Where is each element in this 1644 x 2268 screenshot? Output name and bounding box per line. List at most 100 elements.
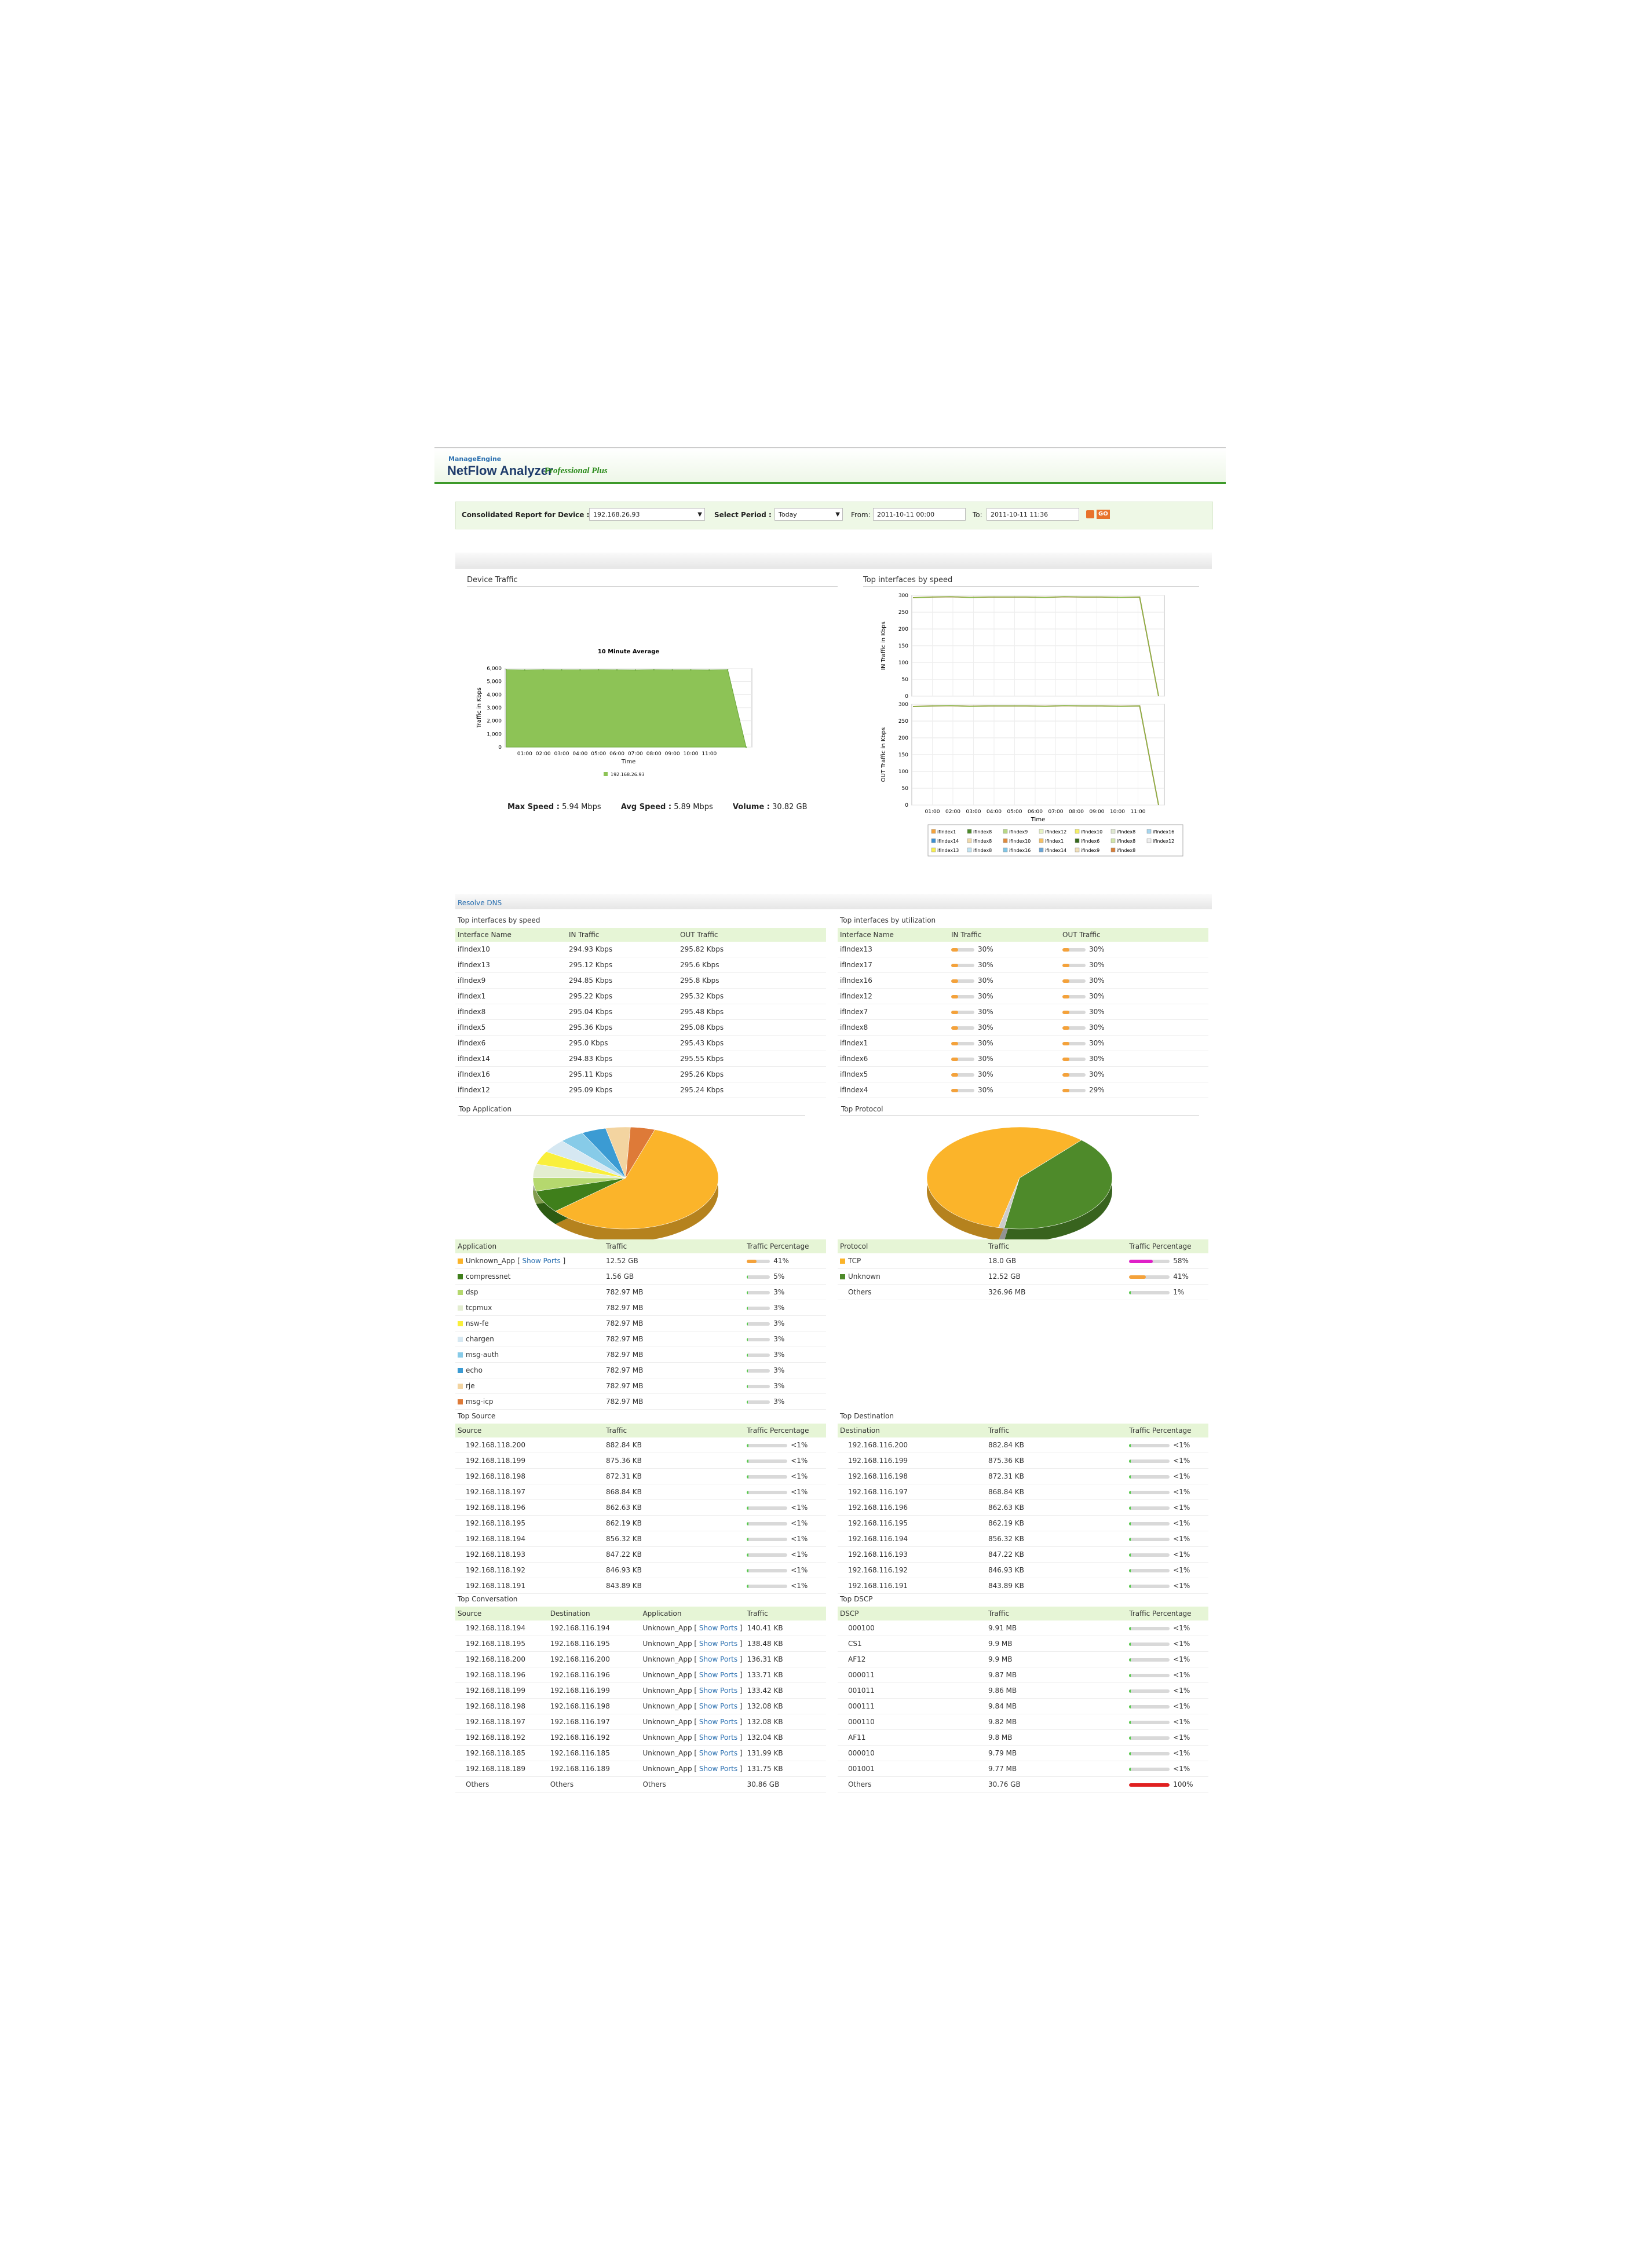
show-ports-link[interactable]: Show Ports (699, 1655, 738, 1663)
percentage-cell: <1% (744, 1531, 826, 1547)
percentage-bar (747, 1384, 770, 1388)
destination-ip: 192.168.116.197 (547, 1714, 641, 1730)
percentage-bar-fill (747, 1259, 757, 1263)
percentage-value: <1% (1173, 1765, 1190, 1773)
destination-ip: 192.168.116.189 (547, 1761, 641, 1777)
legend-label: 192.168.26.93 (611, 772, 645, 777)
table-row: AF12 9.9 MB <1% (838, 1651, 1208, 1667)
percentage-value: 30% (1089, 1023, 1105, 1031)
show-ports-link[interactable]: Show Ports (699, 1640, 738, 1648)
from-date-input[interactable]: 2011-10-11 00:00 (873, 508, 966, 521)
column-header: Traffic (744, 1607, 826, 1620)
destination-ip: 192.168.116.194 (547, 1620, 641, 1636)
destination-ip: 192.168.116.200 (547, 1651, 641, 1667)
percentage-value: 30% (1089, 976, 1105, 985)
edition-label: Professional Plus (545, 466, 608, 475)
percentage-bar-fill (1129, 1475, 1131, 1479)
legend-swatch (967, 829, 972, 834)
interface-name: ifIndex7 (838, 1004, 949, 1020)
legend-label: ifIndex8 (973, 829, 992, 835)
show-ports-link[interactable]: Show Ports (699, 1624, 738, 1632)
table-cell: 295.32 Kbps (678, 988, 826, 1004)
percentage-cell: 3% (744, 1393, 826, 1410)
interface-name: ifIndex16 (838, 972, 949, 989)
bracket: [ (692, 1718, 699, 1726)
percentage-bar-fill (747, 1322, 748, 1326)
table-row: 192.168.118.194 192.168.116.194 Unknown_Ap… (455, 1620, 826, 1636)
traffic-value: 9.91 MB (986, 1620, 1127, 1636)
to-date-input[interactable]: 2011-10-11 11:36 (987, 508, 1079, 521)
percentage-bar-fill (951, 979, 958, 983)
show-ports-link[interactable]: Show Ports (699, 1702, 738, 1710)
percentage-bar (1129, 1720, 1170, 1724)
show-ports-link[interactable]: Show Ports (699, 1765, 738, 1773)
table-cell: ifIndex5 (455, 1019, 567, 1036)
device-select[interactable]: 192.168.26.93 ▼ (589, 508, 705, 521)
application-label: Unknown_App (642, 1718, 692, 1726)
y-tick-label: 2,000 (487, 719, 502, 725)
table-row: 192.168.118.185 192.168.116.185 Unknown_Ap… (455, 1745, 826, 1761)
section-divider (458, 1115, 805, 1116)
x-tick-label: 11:00 (702, 751, 717, 757)
interface-name: ifIndex5 (838, 1066, 949, 1082)
protocol-name: TCP (838, 1253, 986, 1269)
percentage-bar (1129, 1626, 1170, 1630)
traffic-value: 872.31 KB (986, 1468, 1127, 1484)
percentage-bar (1129, 1689, 1170, 1693)
period-select[interactable]: Today ▼ (774, 508, 843, 521)
product-logo: NetFlow Analyzer (447, 463, 553, 478)
percentage-bar-fill (747, 1369, 748, 1373)
table-cell: 294.93 Kbps (567, 942, 678, 957)
table-row: 000010 9.79 MB <1% (838, 1745, 1208, 1761)
table-row: 192.168.118.198 192.168.116.198 Unknown_Ap… (455, 1698, 826, 1714)
percentage-cell: 30% (1060, 988, 1208, 1004)
show-ports-link[interactable]: Show Ports (699, 1671, 738, 1679)
data-point (524, 669, 526, 671)
percentage-value: 30% (1089, 1070, 1105, 1078)
go-button[interactable]: GO (1097, 510, 1110, 519)
show-ports-link[interactable]: Show Ports (699, 1733, 738, 1742)
legend-swatch (458, 1337, 463, 1342)
percentage-value: <1% (1173, 1655, 1190, 1663)
percentage-bar-fill (1062, 963, 1069, 967)
ip-address: 192.168.116.197 (838, 1484, 986, 1500)
y-tick-label: 100 (898, 660, 908, 666)
table-row: 000111 9.84 MB <1% (838, 1698, 1208, 1714)
table-row: 192.168.116.197 868.84 KB <1% (838, 1484, 1208, 1500)
application-label: dsp (466, 1288, 478, 1296)
show-ports-link[interactable]: Show Ports (699, 1718, 738, 1726)
y-tick-label: 250 (898, 610, 908, 616)
percentage-cell: 30% (1060, 1066, 1208, 1082)
percentage-cell: <1% (1127, 1484, 1208, 1500)
percentage-cell: 30% (1060, 1019, 1208, 1036)
percentage-cell: <1% (1127, 1453, 1208, 1469)
traffic-value: 782.97 MB (604, 1284, 745, 1300)
percentage-bar (951, 948, 974, 952)
show-ports-link[interactable]: Show Ports (699, 1687, 738, 1695)
table-row: ifIndex8 295.04 Kbps 295.48 Kbps (455, 1004, 826, 1020)
percentage-bar-fill (1062, 1026, 1069, 1030)
table-cell: 295.48 Kbps (678, 1004, 826, 1020)
from-label: From: (851, 511, 871, 519)
legend-label: ifIndex10 (1081, 829, 1102, 835)
percentage-value: 5% (773, 1272, 785, 1281)
percentage-bar (747, 1459, 788, 1463)
column-header: Interface Name (838, 928, 949, 942)
percentage-cell: <1% (1127, 1745, 1208, 1761)
series-area-192.168.26.93 (506, 669, 747, 748)
table-cell: 295.08 Kbps (678, 1019, 826, 1036)
period-label: Select Period : (714, 511, 772, 519)
legend-swatch (967, 847, 972, 853)
bracket: ] (737, 1749, 743, 1757)
show-ports-link[interactable]: Show Ports (522, 1257, 561, 1265)
percentage-bar-fill (1129, 1506, 1131, 1510)
calendar-icon[interactable] (1086, 510, 1094, 518)
resolve-dns-link[interactable]: Resolve DNS (458, 899, 502, 907)
dscp-name: 000110 (838, 1714, 986, 1730)
table-cell: 295.24 Kbps (678, 1082, 826, 1098)
x-tick-label: 08:00 (1069, 809, 1084, 815)
percentage-bar-fill (1129, 1290, 1131, 1294)
show-ports-link[interactable]: Show Ports (699, 1749, 738, 1757)
application-label: tcpmux (466, 1304, 492, 1312)
table-cell: 295.6 Kbps (678, 957, 826, 973)
